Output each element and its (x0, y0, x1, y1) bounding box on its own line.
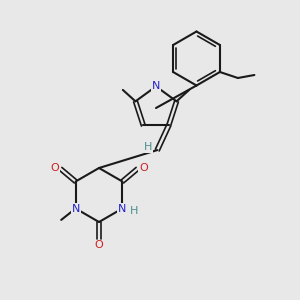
Text: H: H (144, 142, 152, 152)
Text: N: N (118, 203, 127, 214)
Text: N: N (71, 203, 80, 214)
Text: O: O (94, 240, 103, 250)
Text: O: O (50, 163, 59, 173)
Text: N: N (152, 81, 160, 92)
Text: H: H (130, 206, 138, 216)
Text: O: O (139, 163, 148, 173)
